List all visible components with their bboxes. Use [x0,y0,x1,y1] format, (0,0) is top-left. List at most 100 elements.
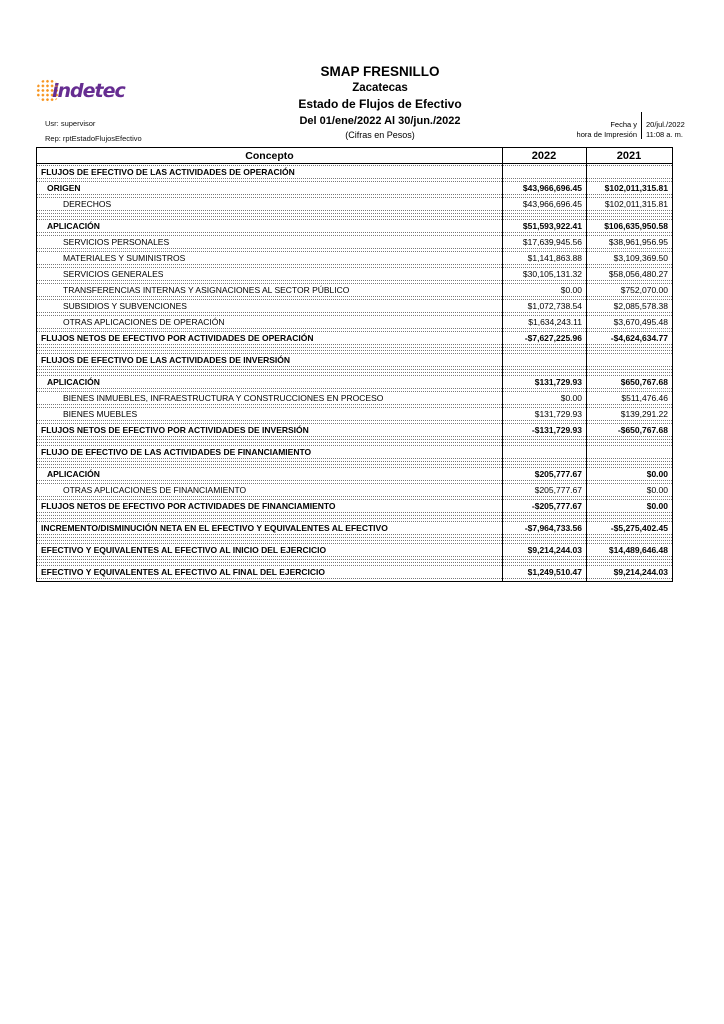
value-2022-cell [502,359,586,361]
value-2022-cell [502,451,586,453]
table-row: FLUJOS DE EFECTIVO DE LAS ACTIVIDADES DE… [37,165,672,179]
table-spacer-row [37,213,672,217]
table-row: SUBSIDIOS Y SUBVENCIONES $1,072,738.54 $2,… [37,299,672,313]
value-2022-cell: $205,777.67 [534,469,582,479]
concept-cell: SERVICIOS PERSONALES [63,237,170,247]
concept-cell: FLUJOS NETOS DE EFECTIVO POR ACTIVIDADES… [41,333,314,343]
table-row: FLUJOS NETOS DE EFECTIVO POR ACTIVIDADES… [37,423,672,437]
table-row: BIENES MUEBLES $131,729.93 $139,291.22 [37,407,672,421]
indetec-logo: indetec [36,76,126,106]
concept-cell: OTRAS APLICACIONES DE OPERACIÓN [63,317,225,327]
concept-cell: BIENES MUEBLES [63,409,138,419]
value-2021-cell: $0.00 [646,469,668,479]
concept-cell: SUBSIDIOS Y SUBVENCIONES [63,301,187,311]
concept-cell: APLICACIÓN [47,221,100,231]
indetec-logo-text: indetec [52,80,126,102]
value-2021-cell: $38,961,956.95 [608,237,668,247]
value-2021-cell: $14,489,646.48 [608,545,668,555]
value-2022-cell: $205,777.67 [534,485,582,495]
concept-cell: FLUJOS NETOS DE EFECTIVO POR ACTIVIDADES… [41,425,309,435]
column-header-2022: 2022 [531,149,557,162]
concept-cell: APLICACIÓN [47,469,100,479]
value-2021-cell: $58,056,480.27 [608,269,668,279]
value-2021-cell [586,451,672,453]
indetec-logo-i: i [52,80,58,102]
table-spacer-row [37,537,672,541]
value-2021-cell [586,359,672,361]
concept-cell: OTRAS APLICACIONES DE FINANCIAMIENTO [63,485,247,495]
value-2022-cell: $131,729.93 [534,409,582,419]
value-2021-cell: $511,476.46 [621,393,668,403]
report-id-label: Rep: rptEstadoFlujosEfectivo [45,134,142,143]
table-row: EFECTIVO Y EQUIVALENTES AL EFECTIVO AL I… [37,543,672,557]
value-2022-cell: -$7,627,225.96 [524,333,582,343]
value-2022-cell: $1,634,243.11 [528,317,582,327]
report-title: Estado de Flujos de Efectivo [298,96,462,111]
state-name: Zacatecas [352,81,408,94]
value-2022-cell: $17,639,945.56 [522,237,582,247]
concept-cell: APLICACIÓN [47,377,100,387]
print-info: Fecha y hora de Impresión 20/jul./2022 1… [510,112,720,139]
print-time: 11:08 a. m. [646,129,683,139]
value-2022-cell: $51,593,922.41 [522,221,582,231]
table-row: FLUJOS DE EFECTIVO DE LAS ACTIVIDADES DE… [37,353,672,367]
concept-cell: TRANSFERENCIAS INTERNAS Y ASIGNACIONES A… [63,285,350,295]
value-2021-cell [586,171,672,173]
concept-cell: FLUJOS DE EFECTIVO DE LAS ACTIVIDADES DE… [41,167,295,177]
indetec-dots-icon [36,79,60,103]
value-2022-cell: -$205,777.67 [531,501,582,511]
table-row: APLICACIÓN $205,777.67 $0.00 [37,467,672,481]
value-2022-cell: $1,072,738.54 [527,301,582,311]
concept-cell: BIENES INMUEBLES, INFRAESTRUCTURA Y CONS… [63,393,384,403]
concept-cell: MATERIALES Y SUMINISTROS [63,253,186,263]
report-period: Del 01/ene/2022 Al 30/jun./2022 [299,114,461,127]
value-2021-cell: -$650,767.68 [617,425,668,435]
concept-cell: FLUJOS DE EFECTIVO DE LAS ACTIVIDADES DE… [41,355,291,365]
table-spacer-row [37,369,672,373]
table-row: APLICACIÓN $51,593,922.41 $106,635,950.58 [37,219,672,233]
column-divider-1 [502,148,503,581]
table-spacer-row [37,515,672,519]
value-2022-cell: $43,966,696.45 [522,199,582,209]
value-2022-cell [502,171,586,173]
cash-flow-table: Concepto 2022 2021 FLUJOS DE EFECTIVO DE… [36,147,673,582]
value-2021-cell: $3,109,369.50 [613,253,668,263]
value-2022-cell: $1,249,510.47 [527,567,582,577]
value-2021-cell: $650,767.68 [620,377,668,387]
concept-cell: SERVICIOS GENERALES [63,269,164,279]
value-2021-cell: -$4,624,634.77 [610,333,668,343]
value-2021-cell: $106,635,950.58 [604,221,668,231]
table-spacer-row [37,439,672,443]
table-row: INCREMENTO/DISMINUCIÓN NETA EN EL EFECTI… [37,521,672,535]
value-2022-cell: $0.00 [560,285,582,295]
title-block: SMAP FRESNILLO Zacatecas Estado de Flujo… [100,64,660,141]
column-divider-2 [586,148,587,581]
value-2021-cell: $139,291.22 [620,409,668,419]
value-2021-cell: $2,085,578.38 [613,301,668,311]
value-2021-cell: $102,011,315.81 [604,199,668,209]
table-row: APLICACIÓN $131,729.93 $650,767.68 [37,375,672,389]
value-2022-cell: $0.00 [560,393,582,403]
value-2022-cell: -$7,964,733.56 [524,523,582,533]
print-date: 20/jul./2022 [646,120,685,129]
table-row: FLUJO DE EFECTIVO DE LAS ACTIVIDADES DE … [37,445,672,459]
report-units: (Cifras en Pesos) [345,130,415,141]
table-header-row: Concepto 2022 2021 [37,148,672,164]
concept-cell: FLUJO DE EFECTIVO DE LAS ACTIVIDADES DE … [41,447,312,457]
value-2021-cell: $752,070.00 [620,285,668,295]
concept-cell: EFECTIVO Y EQUIVALENTES AL EFECTIVO AL F… [41,567,326,577]
table-row: MATERIALES Y SUMINISTROS $1,141,863.88 $3,… [37,251,672,265]
table-row: SERVICIOS PERSONALES $17,639,945.56 $38,96… [37,235,672,249]
user-label: Usr: supervisor [45,119,96,128]
value-2022-cell: $131,729.93 [534,377,582,387]
table-row: TRANSFERENCIAS INTERNAS Y ASIGNACIONES A… [37,283,672,297]
column-header-2021: 2021 [616,149,642,162]
value-2022-cell: -$131,729.93 [531,425,582,435]
column-header-concepto: Concepto [245,149,294,162]
print-info-label: Fecha y hora de Impresión [510,112,641,139]
print-info-values: 20/jul./2022 11:08 a. m. [642,112,685,139]
table-row: BIENES INMUEBLES, INFRAESTRUCTURA Y CONS… [37,391,672,405]
concept-cell: EFECTIVO Y EQUIVALENTES AL EFECTIVO AL I… [41,545,327,555]
concept-cell: FLUJOS NETOS DE EFECTIVO POR ACTIVIDADES… [41,501,336,511]
